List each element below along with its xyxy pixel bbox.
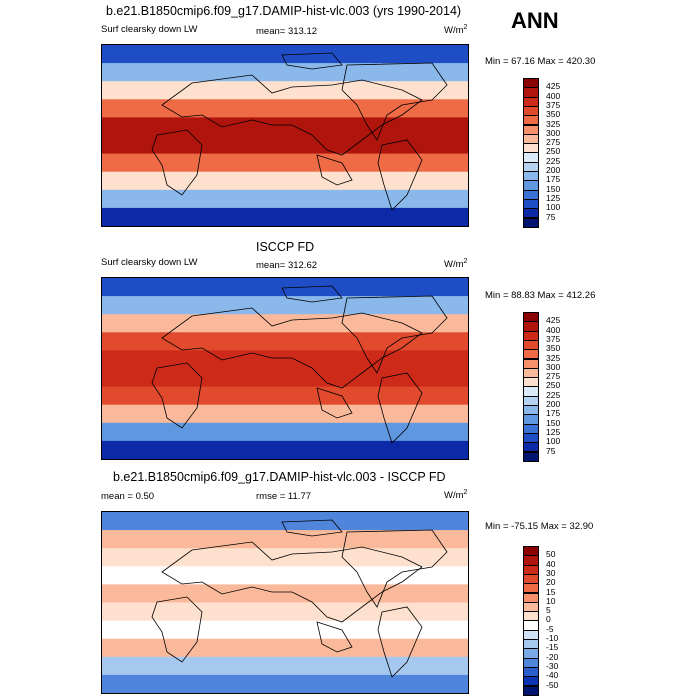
panel3-rmse: rmse = 11.77 [256, 491, 312, 502]
colorbar-label: -40 [546, 670, 559, 681]
colorbar-label: 150 [546, 183, 561, 194]
colorbar-label: 200 [546, 165, 561, 175]
map-field [102, 278, 468, 459]
panel3-units: W/m2 [444, 489, 468, 502]
colorbar-label: 50 [546, 549, 556, 560]
colorbar-label: 325 [546, 118, 561, 129]
panel2-field: Surf clearsky down LW [101, 257, 198, 268]
panel1-minmax: Min = 67.16 Max = 420.30 [485, 56, 596, 67]
coastline [316, 154, 353, 186]
panel3-mean: mean = 0.50 [101, 491, 155, 502]
panel2-colorbar: 425 400 375 350 325 300 275 250 225 200 175 150 125 1… [523, 312, 560, 462]
coastline [341, 295, 448, 374]
season-label: ANN [511, 8, 559, 33]
coastline [151, 129, 203, 196]
colorbar-label: 225 [546, 155, 561, 166]
colorbar-label: 375 [546, 333, 561, 344]
panel1-map [101, 44, 469, 227]
colorbar-label: 350 [546, 109, 561, 120]
colorbar-label: 200 [546, 399, 561, 409]
colorbar-label: 0 [546, 614, 551, 625]
main-title: b.e21.B1850cmip6.f09_g17.DAMIP-hist-vlc.… [106, 4, 462, 18]
colorbar-box [523, 685, 539, 696]
map-field [102, 45, 468, 226]
coastline [377, 139, 423, 211]
panel2-map [101, 277, 469, 460]
colorbar-label: 350 [546, 343, 561, 354]
coastline [316, 387, 353, 419]
panel2-title: ISCCP FD [256, 240, 315, 254]
colorbar-label: 375 [546, 99, 561, 110]
panel3-colorbar: 50 40 30 20 15 10 5 0 -5 -10 -15 -20 -30 -40 -50 [523, 546, 558, 696]
colorbar-label: 175 [546, 408, 561, 419]
panel2-units: W/m2 [444, 258, 468, 271]
colorbar-label: 250 [546, 146, 561, 157]
colorbar-label: 325 [546, 352, 561, 363]
colorbar-label: 250 [546, 380, 561, 391]
coastline [151, 362, 203, 429]
colorbar-label: 125 [546, 426, 561, 437]
colorbar-label: 100 [546, 436, 561, 447]
colorbar-label: 275 [546, 371, 561, 382]
map-field [102, 512, 468, 693]
colorbar-label: 425 [546, 81, 561, 92]
colorbar-label: 75 [546, 211, 556, 222]
colorbar-label: 10 [546, 595, 556, 606]
colorbar-label: -30 [546, 660, 559, 671]
panel3-map [101, 511, 469, 694]
coastline [341, 529, 448, 608]
colorbar-label: -5 [546, 623, 554, 634]
colorbar-label: 20 [546, 577, 556, 588]
colorbar-label: -10 [546, 633, 559, 643]
panel2-minmax: Min = 88.83 Max = 412.26 [485, 290, 596, 301]
colorbar-label: 175 [546, 174, 561, 185]
panel1-mean: mean= 313.12 [256, 26, 318, 37]
colorbar-label: 15 [546, 586, 556, 597]
colorbar-label: 40 [546, 558, 556, 569]
colorbar-label: 125 [546, 192, 561, 203]
colorbar-label: 150 [546, 417, 561, 428]
coastline [281, 519, 343, 537]
colorbar-label: 425 [546, 315, 561, 326]
coastline [281, 285, 343, 303]
colorbar-box [523, 217, 539, 228]
coastline [377, 372, 423, 444]
panel3-title: b.e21.B1850cmip6.f09_g17.DAMIP-hist-vlc.… [113, 470, 446, 484]
coastline [151, 596, 203, 663]
panel1-colorbar: 425 400 375 350 325 300 275 250 225 200 175 150 125 1… [523, 78, 560, 228]
colorbar-label: 75 [546, 445, 556, 456]
colorbar-label: 400 [546, 90, 561, 101]
colorbar-label: 300 [546, 127, 561, 138]
colorbar-label: -15 [546, 642, 559, 653]
coastline [341, 62, 448, 141]
coastline [377, 606, 423, 678]
panel1-units: W/m2 [444, 24, 468, 37]
colorbar-label: 30 [546, 567, 556, 578]
colorbar-label: -50 [546, 679, 559, 690]
colorbar-box [523, 451, 539, 462]
colorbar-label: 100 [546, 202, 561, 213]
colorbar-label: 300 [546, 361, 561, 372]
coastline [316, 621, 353, 653]
colorbar-label: 275 [546, 137, 561, 148]
panel2-mean: mean= 312.62 [256, 260, 318, 271]
colorbar-label: 400 [546, 324, 561, 335]
panel1-field: Surf clearsky down LW [101, 24, 198, 35]
coastline [281, 52, 343, 70]
colorbar-label: 5 [546, 605, 551, 616]
colorbar-label: -20 [546, 651, 559, 662]
colorbar-label: 225 [546, 389, 561, 400]
panel3-minmax: Min = -75.15 Max = 32.90 [485, 521, 594, 532]
